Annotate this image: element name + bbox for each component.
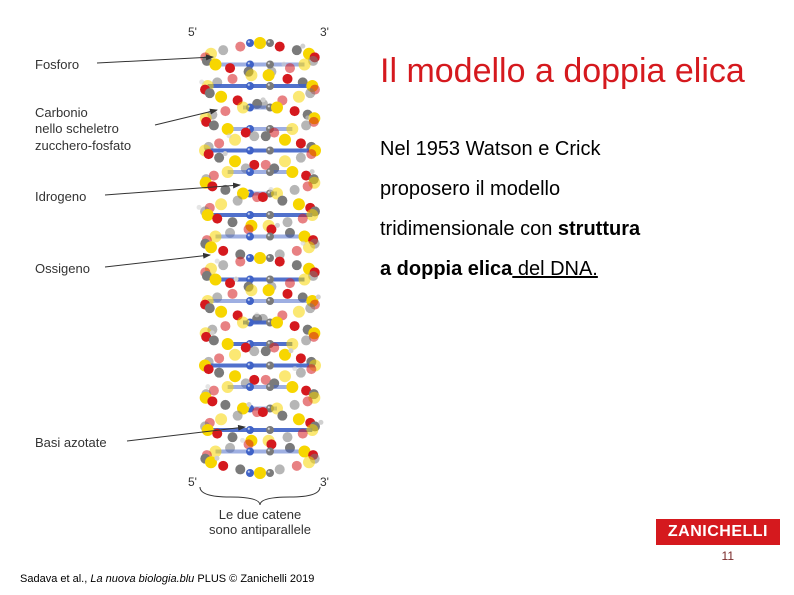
- end-3prime-bottom: 3': [320, 475, 329, 489]
- end-5prime-top: 5': [188, 25, 197, 39]
- end-3prime-top: 3': [320, 25, 329, 39]
- footer-citation: Sadava et al., La nuova biologia.blu PLU…: [20, 573, 314, 585]
- label-carbonio: Carbonio nello scheletro zucchero-fosfat…: [35, 105, 131, 154]
- label-fosforo: Fosforo: [35, 57, 79, 73]
- dna-diagram: 5' 3' Fosforo Carbonio nello scheletro z…: [35, 15, 355, 535]
- label-basi: Basi azotate: [35, 435, 107, 451]
- footer-rest: PLUS © Zanichelli 2019: [194, 573, 314, 585]
- body-line-3a: tridimensionale con: [380, 218, 558, 240]
- body-line-4b: del DNA.: [512, 258, 598, 280]
- body-line-3b: struttura: [558, 218, 640, 240]
- body-line-4a: a doppia elica: [380, 258, 512, 280]
- footer-book: La nuova biologia.blu: [90, 573, 194, 585]
- end-5prime-bottom: 5': [188, 475, 197, 489]
- label-idrogeno: Idrogeno: [35, 189, 86, 205]
- page-number: 11: [722, 549, 734, 563]
- publisher-logo: ZANICHELLI: [656, 519, 780, 545]
- body-paragraph: Nel 1953 Watson e Crick proposero il mod…: [380, 129, 760, 289]
- text-column: Il modello a doppia elica Nel 1953 Watso…: [380, 52, 760, 289]
- slide-title: Il modello a doppia elica: [380, 52, 760, 91]
- antiparallel-caption: Le due catene sono antiparallele: [170, 507, 350, 537]
- label-ossigeno: Ossigeno: [35, 261, 90, 277]
- body-line-1: Nel 1953 Watson e Crick: [380, 138, 600, 160]
- footer-authors: Sadava et al.,: [20, 573, 90, 585]
- body-line-2: proposero il modello: [380, 178, 560, 200]
